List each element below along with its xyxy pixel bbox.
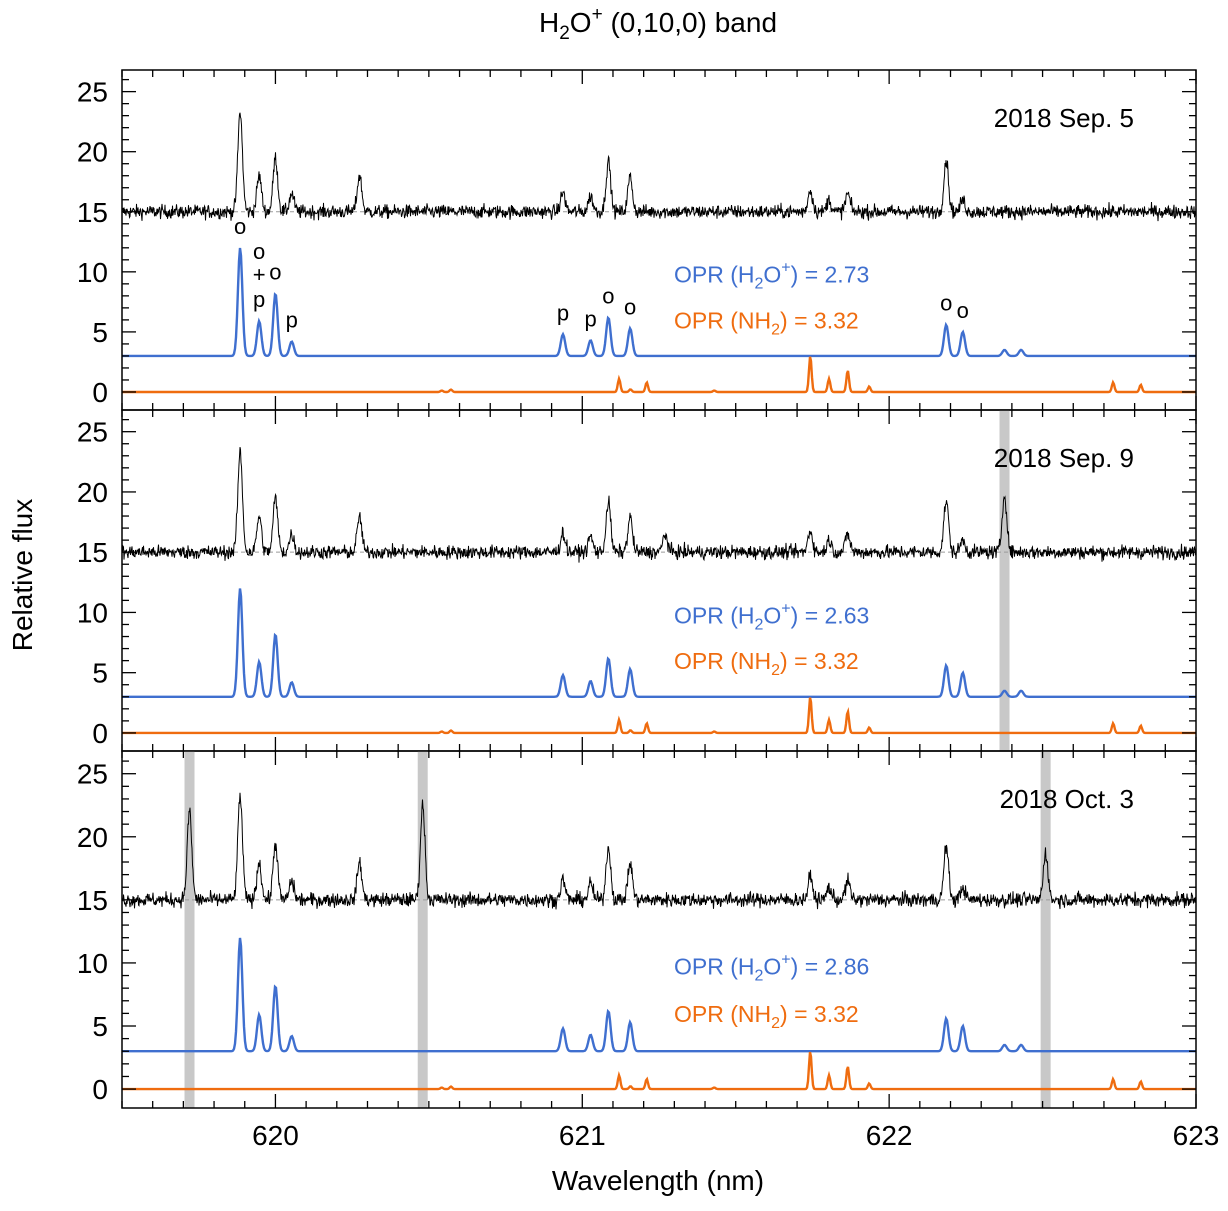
y-tick-label: 15 [77, 537, 108, 568]
opr-nh2-label: OPR (NH2) = 3.32 [674, 1001, 859, 1032]
title-part-sup: + [592, 4, 603, 25]
x-tick-label: 623 [1173, 1120, 1220, 1151]
x-tick-label: 620 [252, 1120, 299, 1151]
opr-nh2-label-prefix: OPR (NH [674, 1001, 771, 1027]
y-tick-label: 10 [77, 948, 108, 979]
x-axis-label: Wavelength (nm) [552, 1165, 764, 1196]
opr-nh2-label-subscript: 2 [771, 321, 780, 338]
opr-nh2-value: ) = 3.32 [780, 648, 859, 674]
opr-nh2-label-prefix: OPR (NH [674, 648, 771, 674]
y-tick-label: 0 [92, 718, 108, 749]
opr-h2o-label-o: O [763, 953, 781, 979]
opr-h2o-label: OPR (H2O+) = 2.63 [674, 600, 869, 633]
panel-date-label: 2018 Sep. 5 [994, 103, 1134, 133]
title-part-main: H [539, 7, 559, 38]
title-part-mid: O [570, 7, 592, 38]
nh2-model-spectrum [122, 1051, 1196, 1091]
line-id-label: o [234, 214, 246, 239]
line-id-label: o [269, 259, 281, 284]
opr-h2o-label: OPR (H2O+) = 2.86 [674, 951, 869, 984]
opr-nh2-label-subscript: 2 [771, 1015, 780, 1032]
nh2-model-spectrum [122, 697, 1196, 735]
panel-date-label: 2018 Oct. 3 [1000, 784, 1134, 814]
opr-h2o-label-subscript: 2 [755, 276, 764, 293]
x-tick-labels: 620 621 622 623 [252, 1120, 1219, 1151]
y-tick-label: 0 [92, 1074, 108, 1105]
opr-nh2-label-subscript: 2 [771, 662, 780, 679]
opr-h2o-label-subscript: 2 [755, 616, 764, 633]
y-tick-label: 15 [77, 197, 108, 228]
opr-h2o-label-superscript: + [781, 951, 790, 968]
y-tick-label: 10 [77, 597, 108, 628]
y-tick-label: 15 [77, 885, 108, 916]
h2o-model-spectrum [122, 937, 1196, 1053]
y-tick-label: 5 [92, 317, 108, 348]
y-tick-label: 5 [92, 1011, 108, 1042]
telluric-band [417, 751, 428, 1108]
x-tick-label: 621 [559, 1120, 606, 1151]
h2o-model-spectrum [122, 247, 1196, 358]
y-axis-label: Relative flux [7, 499, 38, 652]
line-id-label: p [286, 308, 298, 333]
observed-spectrum [121, 792, 1197, 910]
y-tick-label: 25 [77, 77, 108, 108]
line-id-label: o [602, 283, 614, 308]
opr-h2o-label-prefix: OPR (H [674, 953, 755, 979]
line-id-label: o [957, 298, 969, 323]
opr-h2o-value: ) = 2.73 [791, 262, 870, 288]
line-id-label: p [557, 300, 569, 325]
title-part-tail: (0,10,0) band [603, 7, 777, 38]
y-tick-label: 0 [92, 377, 108, 408]
title-part-sub: 2 [559, 23, 570, 44]
opr-nh2-label-prefix: OPR (NH [674, 307, 771, 333]
line-id-label: + [253, 262, 266, 287]
y-tick-label: 20 [77, 822, 108, 853]
line-id-label: o [940, 291, 952, 316]
line-id-label: o [624, 294, 636, 319]
y-tick-label: 10 [77, 257, 108, 288]
panel-date-label: 2018 Sep. 9 [994, 443, 1134, 473]
opr-h2o-label-prefix: OPR (H [674, 602, 755, 628]
h2o-model-spectrum [122, 588, 1196, 699]
telluric-band [999, 410, 1010, 751]
y-tick-label: 5 [92, 658, 108, 689]
opr-h2o-value: ) = 2.63 [791, 602, 870, 628]
y-tick-label: 25 [77, 417, 108, 448]
opr-h2o-label-subscript: 2 [755, 967, 764, 984]
observed-spectrum [121, 112, 1197, 222]
opr-nh2-label: OPR (NH2) = 3.32 [674, 648, 859, 679]
opr-h2o-value: ) = 2.86 [791, 953, 870, 979]
x-tick-label: 622 [866, 1120, 913, 1151]
opr-h2o-label-superscript: + [781, 260, 790, 277]
opr-h2o-label-o: O [763, 602, 781, 628]
opr-h2o-label: OPR (H2O+) = 2.73 [674, 260, 869, 293]
line-id-label: p [584, 306, 596, 331]
opr-h2o-label-prefix: OPR (H [674, 262, 755, 288]
telluric-band [184, 751, 195, 1108]
opr-nh2-value: ) = 3.32 [780, 307, 859, 333]
line-id-label: o [253, 239, 265, 264]
observed-spectrum [121, 447, 1197, 563]
panel-frame [121, 750, 1197, 1109]
opr-h2o-label-superscript: + [781, 600, 790, 617]
y-tick-label: 20 [77, 477, 108, 508]
opr-nh2-label: OPR (NH2) = 3.32 [674, 307, 859, 338]
nh2-model-spectrum [122, 356, 1196, 394]
line-id-label: p [253, 287, 265, 312]
y-tick-label: 25 [77, 759, 108, 790]
chart-title: H2O+ (0,10,0) band [539, 4, 777, 44]
opr-h2o-label-o: O [763, 262, 781, 288]
y-tick-label: 20 [77, 137, 108, 168]
telluric-band [1040, 751, 1051, 1108]
opr-nh2-value: ) = 3.32 [780, 1001, 859, 1027]
